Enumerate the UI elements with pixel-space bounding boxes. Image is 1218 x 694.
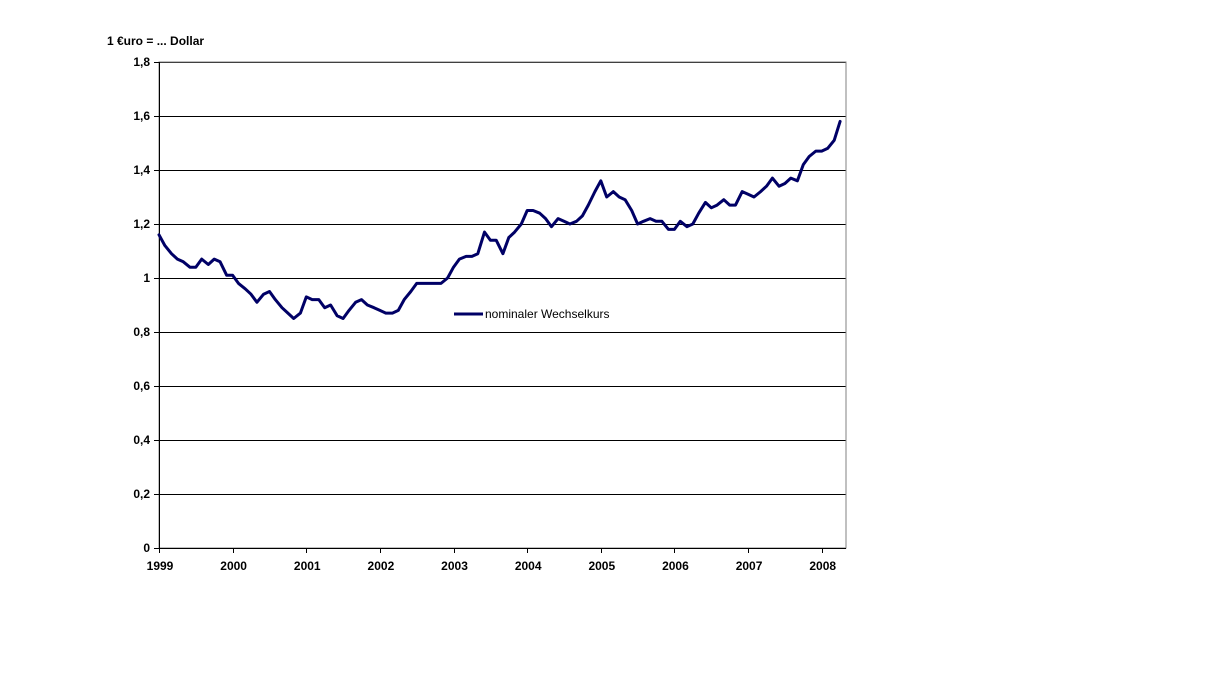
y-tick-label: 0 [143, 541, 150, 555]
gridlines [159, 62, 846, 495]
y-unit-label: 1 €uro = ... Dollar [107, 34, 204, 48]
y-tick-label: 1 [143, 271, 150, 285]
y-tick-label: 1,6 [133, 109, 150, 123]
x-tick-label: 1999 [147, 559, 174, 573]
y-tick-label: 0,4 [133, 433, 150, 447]
x-tick-label: 2000 [220, 559, 247, 573]
series-group [157, 119, 842, 320]
series-line-nominaler-wechselkurs [157, 119, 842, 320]
y-axis-tick-labels: 0 0,2 0,4 0,6 0,8 1 1,2 1,4 1,6 1,8 [133, 55, 150, 555]
plot-area-frame [158, 61, 847, 549]
x-tick-label: 2001 [294, 559, 321, 573]
legend: nominaler Wechselkurs [454, 307, 610, 321]
x-tick-label: 2005 [588, 559, 615, 573]
x-tick-label: 2008 [809, 559, 836, 573]
y-tick-label: 1,4 [133, 163, 150, 177]
x-tick-label: 2007 [736, 559, 763, 573]
axes [154, 62, 846, 553]
y-tick-label: 1,2 [133, 217, 150, 231]
legend-label: nominaler Wechselkurs [485, 307, 610, 321]
x-tick-label: 2004 [515, 559, 542, 573]
y-tick-label: 0,8 [133, 325, 150, 339]
y-tick-label: 0,2 [133, 487, 150, 501]
x-tick-label: 2002 [368, 559, 395, 573]
y-tick-label: 1,8 [133, 55, 150, 69]
x-tick-label: 2003 [441, 559, 468, 573]
x-axis-tick-labels: 1999 2000 2001 2002 2003 2004 2005 2006 2007 2008 [147, 559, 837, 573]
x-tick-label: 2006 [662, 559, 689, 573]
y-tick-label: 0,6 [133, 379, 150, 393]
